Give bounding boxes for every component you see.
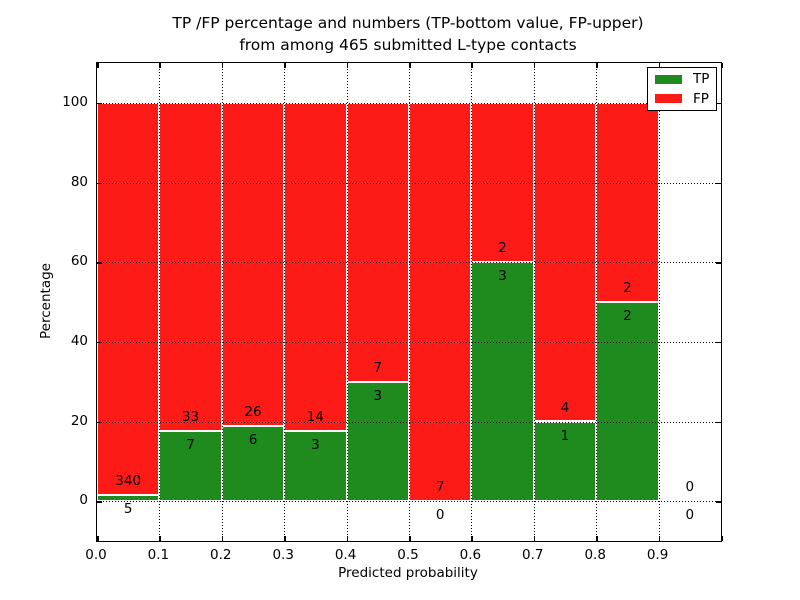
fp-count-label: 7 (373, 359, 383, 376)
x-tick-label: 0.7 (522, 547, 544, 563)
chart-title-line1: TP /FP percentage and numbers (TP-bottom… (172, 14, 644, 32)
legend-item-fp: FP (655, 91, 716, 107)
x-tick-label: 0.9 (646, 547, 669, 563)
x-tick-label: 0.6 (459, 547, 482, 563)
tp-count-label: 0 (685, 507, 695, 524)
x-tick-label: 0.8 (584, 547, 606, 563)
tp-legend-swatch-icon (655, 74, 682, 84)
x-tick-mark (721, 536, 723, 541)
bar-fp-segment (221, 102, 285, 427)
bar-tp-segment (596, 302, 659, 502)
x-tick-label: 0.0 (85, 547, 107, 563)
legend-item-tp: TP (655, 71, 716, 87)
x-tick-mark (97, 63, 99, 68)
tp-count-label: 5 (123, 501, 133, 518)
x-tick-label: 0.2 (210, 547, 232, 563)
bar-tp-segment (533, 421, 597, 502)
fp-legend-swatch-icon (655, 94, 682, 104)
fp-count-label: 33 (181, 409, 200, 426)
bar-fp-segment (596, 102, 659, 302)
tp-count-label: 7 (186, 437, 195, 454)
tp-count-label: 1 (560, 427, 570, 444)
x-tick-label: 0.5 (397, 547, 419, 563)
chart-title-line2: from among 465 submitted L-type contacts (239, 36, 577, 54)
y-tick-label: 80 (70, 173, 88, 190)
fp-count-label: 340 (115, 473, 142, 490)
fp-count-label: 7 (435, 479, 445, 496)
y-tick-label: 100 (62, 93, 88, 110)
fp-count-label: 0 (685, 479, 695, 496)
fp-count-label: 2 (498, 240, 507, 257)
x-tick-mark (97, 536, 99, 541)
tp-count-label: 0 (435, 507, 445, 524)
fp-count-label: 4 (560, 399, 570, 416)
y-tick-label: 40 (70, 332, 88, 349)
y-tick-label: 20 (70, 412, 88, 429)
tp-count-label: 3 (373, 387, 383, 404)
tp-count-label: 2 (623, 308, 632, 324)
y-axis-label: Percentage (38, 263, 54, 339)
x-tick-label: 0.1 (147, 547, 170, 563)
x-tick-label: 0.3 (272, 547, 294, 563)
y-tick-label: 0 (79, 492, 88, 509)
bar-labels-layer: 340 5 33 7 26 6 14 3 7 3 7 0 2 3 4 1 2 2 0 0 (97, 63, 721, 541)
tp-count-label: 6 (248, 432, 258, 449)
fp-count-label: 26 (244, 404, 262, 421)
x-tick-mark (721, 63, 723, 68)
bar-tp-segment (97, 495, 160, 502)
tp-count-label: 3 (311, 436, 320, 453)
y-tick-label: 60 (70, 253, 88, 270)
bar-fp-segment (97, 102, 160, 496)
tp-legend-label: TP (693, 71, 710, 88)
fp-count-label: 14 (306, 408, 324, 425)
x-axis-label: Predicted probability (338, 565, 478, 581)
bars-layer (97, 63, 721, 541)
tp-count-label: 3 (498, 268, 507, 285)
chart-title: TP /FP percentage and numbers (TP-bottom… (96, 12, 720, 56)
plot-area: 340 5 33 7 26 6 14 3 7 3 7 0 2 3 4 1 2 2 0 0 TP FP (96, 62, 723, 542)
bar-tp-segment (159, 431, 222, 502)
fp-count-label: 2 (623, 280, 632, 296)
fp-legend-label: FP (693, 90, 709, 107)
bar-tp-segment (346, 381, 409, 502)
bar-fp-segment (346, 102, 409, 382)
x-tick-label: 0.4 (334, 547, 357, 563)
bar-fp-segment (284, 102, 347, 431)
legend: TP FP (647, 67, 717, 111)
bar-tp-segment (284, 430, 347, 502)
bar-fp-segment (471, 102, 534, 263)
